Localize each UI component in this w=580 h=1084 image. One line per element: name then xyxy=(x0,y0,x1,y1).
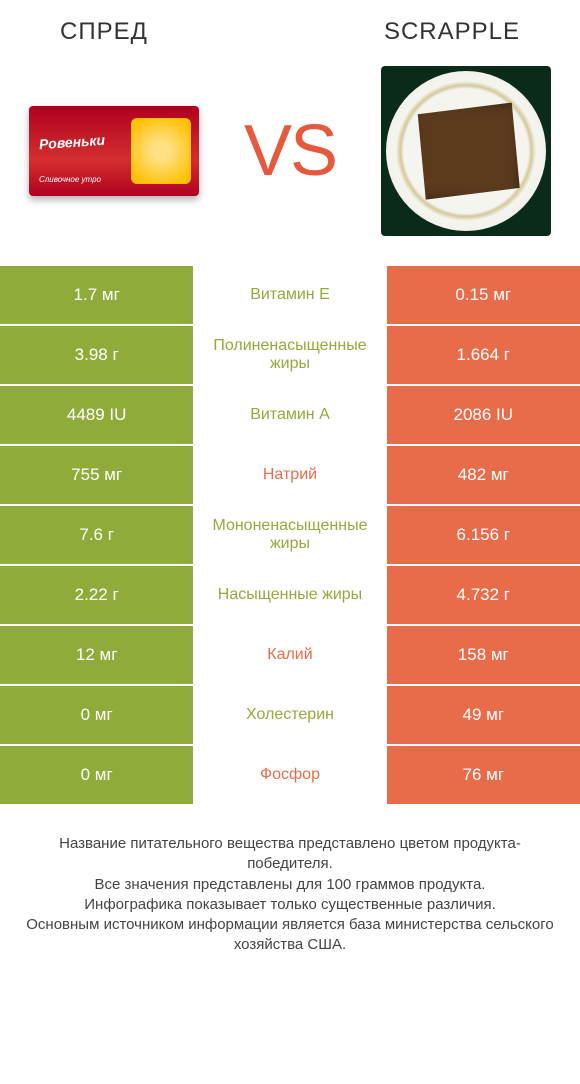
value-right: 0.15 мг xyxy=(387,266,580,324)
value-right: 4.732 г xyxy=(387,566,580,624)
table-row: 4489 IUВитамин A2086 IU xyxy=(0,386,580,446)
nutrient-label: Натрий xyxy=(193,446,386,504)
product-image-left: Ровеньки Сливочное утро xyxy=(24,66,204,236)
spread-sub: Сливочное утро xyxy=(39,175,101,184)
table-row: 12 мгКалий158 мг xyxy=(0,626,580,686)
footer-line: Инфографика показывает только существенн… xyxy=(20,895,560,915)
value-left: 3.98 г xyxy=(0,326,193,384)
nutrient-label: Насыщенные жиры xyxy=(193,566,386,624)
table-row: 0 мгХолестерин49 мг xyxy=(0,686,580,746)
value-left: 0 мг xyxy=(0,686,193,744)
footer-line: Основным источником информации является … xyxy=(20,915,560,956)
nutrient-label: Витамин E xyxy=(193,266,386,324)
nutrient-label: Витамин A xyxy=(193,386,386,444)
footer-line: Название питательного вещества представл… xyxy=(20,834,560,875)
comparison-table: 1.7 мгВитамин E0.15 мг3.98 гПолиненасыще… xyxy=(0,266,580,806)
table-row: 3.98 гПолиненасыщенные жиры1.664 г xyxy=(0,326,580,386)
value-left: 1.7 мг xyxy=(0,266,193,324)
table-row: 0 мгФосфор76 мг xyxy=(0,746,580,806)
value-left: 0 мг xyxy=(0,746,193,804)
value-right: 2086 IU xyxy=(387,386,580,444)
nutrient-label: Калий xyxy=(193,626,386,684)
nutrient-label: Мононенасыщенные жиры xyxy=(193,506,386,564)
spread-brand: Ровеньки xyxy=(39,132,106,153)
nutrient-label: Фосфор xyxy=(193,746,386,804)
product-image-right xyxy=(376,66,556,236)
images-row: Ровеньки Сливочное утро VS xyxy=(0,56,580,266)
footer-line: Все значения представлены для 100 граммо… xyxy=(20,875,560,895)
value-left: 4489 IU xyxy=(0,386,193,444)
value-left: 2.22 г xyxy=(0,566,193,624)
table-row: 7.6 гМононенасыщенные жиры6.156 г xyxy=(0,506,580,566)
value-right: 76 мг xyxy=(387,746,580,804)
value-left: 755 мг xyxy=(0,446,193,504)
nutrient-label: Холестерин xyxy=(193,686,386,744)
value-right: 158 мг xyxy=(387,626,580,684)
value-right: 1.664 г xyxy=(387,326,580,384)
footer: Название питательного вещества представл… xyxy=(0,806,580,956)
table-row: 755 мгНатрий482 мг xyxy=(0,446,580,506)
table-row: 2.22 гНасыщенные жиры4.732 г xyxy=(0,566,580,626)
table-row: 1.7 мгВитамин E0.15 мг xyxy=(0,266,580,326)
value-right: 6.156 г xyxy=(387,506,580,564)
title-right: SCRAPPLE xyxy=(384,18,520,46)
value-right: 482 мг xyxy=(387,446,580,504)
header: СПРЕД SCRAPPLE xyxy=(0,0,580,56)
vs-label: VS xyxy=(244,110,336,192)
value-right: 49 мг xyxy=(387,686,580,744)
title-left: СПРЕД xyxy=(60,18,148,46)
spread-box: Ровеньки Сливочное утро xyxy=(29,106,199,196)
value-left: 7.6 г xyxy=(0,506,193,564)
scrapple-plate xyxy=(381,66,551,236)
nutrient-label: Полиненасыщенные жиры xyxy=(193,326,386,384)
value-left: 12 мг xyxy=(0,626,193,684)
